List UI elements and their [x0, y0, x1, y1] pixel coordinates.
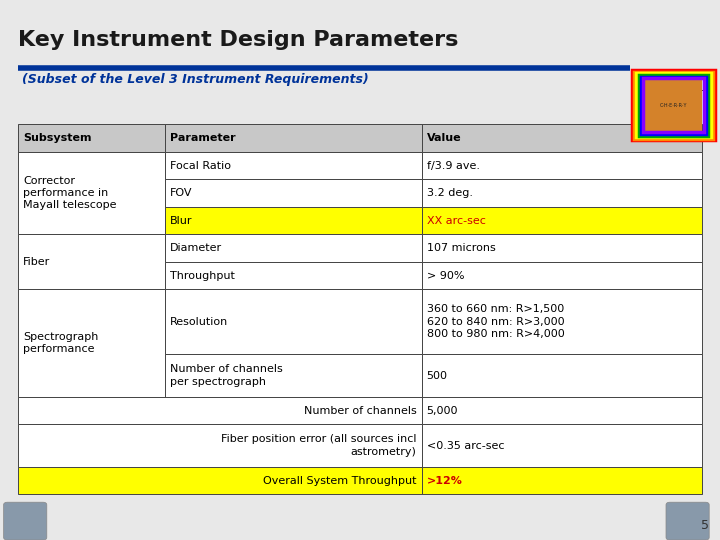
Text: Subsystem: Subsystem — [23, 133, 91, 143]
Bar — [18, 424, 422, 467]
Text: 107 microns: 107 microns — [426, 243, 495, 253]
Text: 5: 5 — [701, 519, 709, 532]
Text: Fiber: Fiber — [23, 257, 50, 267]
Bar — [165, 234, 421, 262]
Bar — [165, 289, 421, 354]
Text: Parameter: Parameter — [170, 133, 235, 143]
Text: Blur: Blur — [170, 215, 193, 226]
Text: 3.2 deg.: 3.2 deg. — [426, 188, 472, 198]
Bar — [18, 234, 165, 289]
Text: Overall System Throughput: Overall System Throughput — [263, 476, 416, 485]
Bar — [641, 77, 706, 134]
Text: f/3.9 ave.: f/3.9 ave. — [426, 160, 480, 171]
Bar — [18, 467, 422, 495]
Bar — [165, 354, 421, 397]
FancyBboxPatch shape — [666, 502, 709, 540]
Bar — [421, 234, 702, 262]
Bar — [639, 75, 708, 136]
Bar — [165, 179, 421, 207]
Bar — [643, 78, 704, 132]
Bar — [18, 152, 165, 234]
Text: Number of channels: Number of channels — [304, 406, 416, 416]
Bar — [421, 289, 702, 354]
Bar — [421, 424, 702, 467]
Text: Number of channels
per spectrograph: Number of channels per spectrograph — [170, 364, 283, 387]
Bar — [165, 124, 421, 152]
Text: 360 to 660 nm: R>1,500
620 to 840 nm: R>3,000
800 to 980 nm: R>4,000: 360 to 660 nm: R>1,500 620 to 840 nm: R>… — [426, 305, 564, 339]
Bar — [645, 80, 702, 131]
Bar — [421, 124, 702, 152]
Text: C·H·E·R·R·Y: C·H·E·R·R·Y — [660, 103, 688, 108]
Bar — [421, 207, 702, 234]
Text: Value: Value — [426, 133, 462, 143]
Bar — [421, 262, 702, 289]
Bar — [634, 72, 713, 139]
Text: <0.35 arc-sec: <0.35 arc-sec — [426, 441, 504, 450]
Text: Fiber position error (all sources incl
astrometry): Fiber position error (all sources incl a… — [221, 434, 416, 457]
Bar — [165, 207, 421, 234]
Text: Corrector
performance in
Mayall telescope: Corrector performance in Mayall telescop… — [23, 176, 117, 211]
Bar — [421, 397, 702, 424]
Text: 5,000: 5,000 — [426, 406, 458, 416]
Text: (Subset of the Level 3 Instrument Requirements): (Subset of the Level 3 Instrument Requir… — [22, 73, 369, 86]
Bar — [165, 262, 421, 289]
Text: Spectrograph
performance: Spectrograph performance — [23, 332, 99, 354]
Bar — [18, 397, 422, 424]
Bar — [421, 354, 702, 397]
Text: Key Instrument Design Parameters: Key Instrument Design Parameters — [18, 30, 459, 50]
Text: 500: 500 — [426, 370, 448, 381]
Text: >12%: >12% — [426, 476, 462, 485]
Bar — [421, 179, 702, 207]
Bar — [421, 467, 702, 495]
Text: Focal Ratio: Focal Ratio — [170, 160, 231, 171]
Bar — [18, 289, 165, 397]
Bar — [165, 152, 421, 179]
Text: Diameter: Diameter — [170, 243, 222, 253]
Bar — [632, 70, 715, 140]
Bar — [421, 152, 702, 179]
Text: Resolution: Resolution — [170, 317, 228, 327]
Text: > 90%: > 90% — [426, 271, 464, 281]
Text: FOV: FOV — [170, 188, 193, 198]
Text: XX arc-sec: XX arc-sec — [426, 215, 485, 226]
Text: Throughput: Throughput — [170, 271, 235, 281]
Bar — [636, 73, 711, 137]
Bar — [18, 124, 165, 152]
FancyBboxPatch shape — [4, 502, 47, 540]
Text: 7: 7 — [701, 89, 709, 102]
